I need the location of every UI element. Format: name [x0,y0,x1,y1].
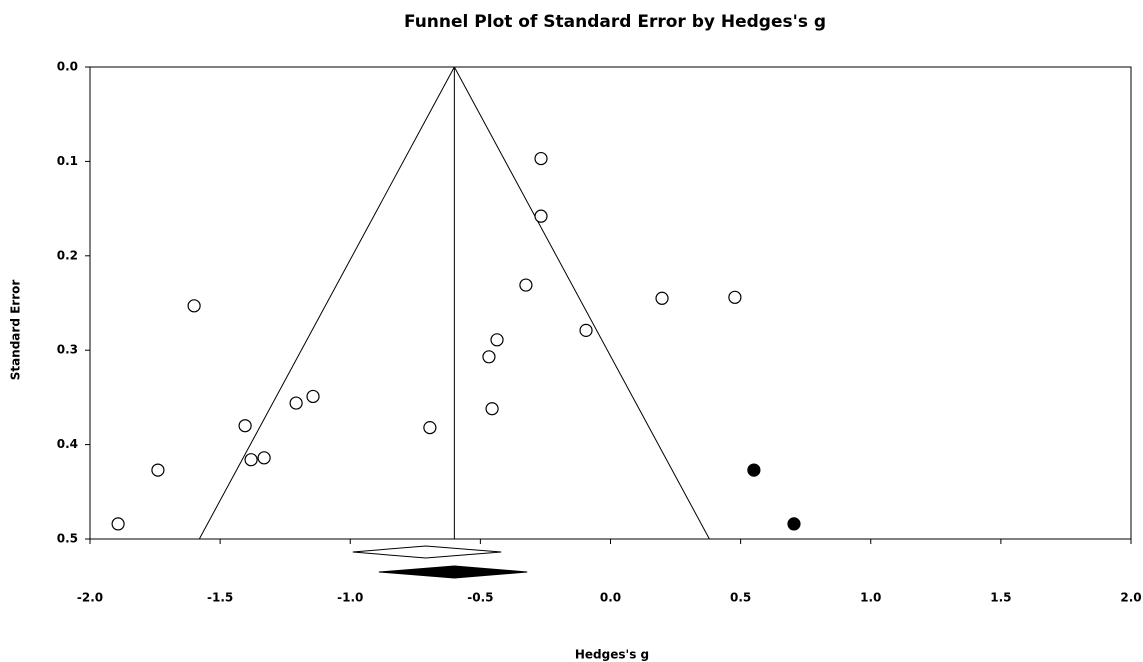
study-point [306,389,320,404]
study-point [289,396,303,410]
x-tick-label: 2.0 [1120,591,1141,605]
study-point [787,517,801,531]
y-tick-label: 0.0 [57,60,78,74]
plot-frame [89,66,1132,540]
x-tick-label: -1.5 [207,591,233,605]
x-tick-label: -0.5 [467,591,493,605]
y-axis-label: Standard Error [9,280,23,381]
funnel-left [198,66,455,540]
study-point [485,402,499,416]
study-point [244,453,258,467]
study-point [490,333,504,347]
study-point [187,299,201,313]
study-point [747,463,761,477]
y-tick-label: 0.2 [57,248,78,262]
x-tick-label: 1.0 [860,591,881,605]
x-tick-label: -1.0 [337,591,363,605]
x-tick-label: 0.0 [600,591,621,605]
study-point [728,290,742,304]
funnel-right [453,66,710,540]
x-tick-label: 0.5 [730,591,751,605]
study-point [257,451,271,465]
y-tick-label: 0.3 [57,343,78,357]
study-point [482,350,496,364]
summary-diamond [378,565,528,579]
study-point [238,419,252,433]
study-point [111,517,125,531]
study-point [151,463,165,477]
study-point [423,421,437,435]
x-tick-label: -2.0 [77,591,103,605]
y-tick-label: 0.5 [57,532,78,546]
chart-title: Funnel Plot of Standard Error by Hedges'… [404,12,826,32]
study-point [534,151,548,166]
study-point [519,278,533,292]
study-point [655,291,669,305]
study-point [579,323,593,337]
study-point [534,209,548,223]
x-axis-label: Hedges's g [575,648,649,662]
y-tick-label: 0.1 [57,154,78,168]
x-tick-label: 1.5 [990,591,1011,605]
y-tick-label: 0.4 [57,437,78,451]
summary-diamond [352,545,502,559]
